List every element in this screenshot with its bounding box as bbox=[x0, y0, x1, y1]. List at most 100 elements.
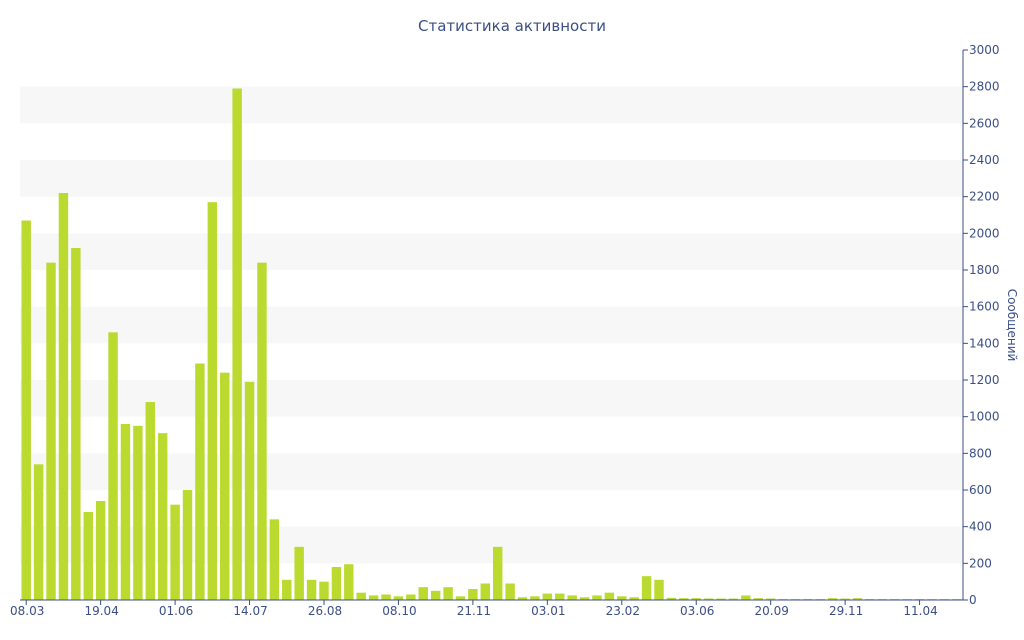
bar bbox=[629, 597, 639, 600]
bar bbox=[120, 424, 131, 600]
bar bbox=[542, 593, 553, 600]
grid-band bbox=[20, 160, 963, 197]
bar bbox=[133, 425, 143, 600]
bar bbox=[21, 220, 31, 600]
bar bbox=[33, 464, 44, 600]
bar bbox=[170, 504, 180, 600]
y-tick-label: 2400 bbox=[969, 153, 1000, 167]
bar bbox=[95, 501, 106, 600]
grid-band bbox=[20, 380, 963, 417]
x-tick-label: 20.09 bbox=[754, 604, 788, 618]
bar bbox=[430, 590, 441, 600]
bar bbox=[567, 595, 577, 600]
bar bbox=[691, 598, 701, 600]
bar bbox=[530, 596, 540, 600]
y-tick-label: 600 bbox=[969, 483, 992, 497]
y-tick-label: 2600 bbox=[969, 116, 1000, 130]
grid-band bbox=[20, 233, 963, 270]
bar bbox=[207, 202, 218, 601]
x-tick-label: 14.07 bbox=[233, 604, 267, 618]
bar bbox=[232, 88, 242, 600]
bar bbox=[356, 592, 366, 600]
bar bbox=[703, 598, 714, 600]
bar bbox=[604, 592, 615, 600]
bar bbox=[331, 567, 342, 600]
bar bbox=[579, 597, 590, 600]
y-tick-label: 1000 bbox=[969, 410, 1000, 424]
bar bbox=[418, 587, 428, 600]
grid-band bbox=[20, 306, 963, 344]
x-tick-label: 01.06 bbox=[159, 604, 193, 618]
bar bbox=[617, 596, 627, 600]
bar bbox=[244, 381, 255, 600]
bar bbox=[654, 579, 664, 600]
bar bbox=[108, 332, 118, 600]
bar bbox=[157, 433, 168, 600]
bar bbox=[195, 363, 205, 600]
x-tick-label: 08.03 bbox=[10, 604, 44, 618]
y-tick-label: 2200 bbox=[969, 190, 1000, 204]
y-tick-label: 1200 bbox=[969, 373, 1000, 387]
bar bbox=[406, 594, 416, 600]
y-tick-label: 3000 bbox=[969, 43, 1000, 57]
x-tick-label: 03.06 bbox=[680, 604, 714, 618]
x-tick-label: 03.01 bbox=[531, 604, 565, 618]
y-tick-label: 1600 bbox=[969, 300, 1000, 314]
bar bbox=[368, 595, 379, 600]
grid-band bbox=[20, 86, 963, 124]
bar bbox=[269, 519, 280, 600]
x-tick-label: 23.02 bbox=[606, 604, 640, 618]
bar bbox=[753, 598, 763, 600]
bar bbox=[294, 546, 304, 600]
bar bbox=[741, 595, 751, 600]
bar bbox=[505, 583, 515, 600]
bar bbox=[71, 248, 81, 600]
bar bbox=[145, 402, 155, 600]
y-ticks: 0 200 400 600 800 1000 1200 1400 1600 1800 2000 220… bbox=[963, 43, 1000, 607]
bar bbox=[344, 564, 354, 600]
y-tick-label: 800 bbox=[969, 446, 992, 460]
x-tick-label: 19.04 bbox=[84, 604, 118, 618]
bar bbox=[592, 595, 602, 600]
bar bbox=[828, 598, 838, 600]
bar bbox=[555, 593, 565, 600]
bar bbox=[765, 598, 776, 600]
bar bbox=[840, 598, 850, 600]
bar bbox=[319, 581, 329, 600]
bar bbox=[852, 598, 863, 600]
grid-bands bbox=[20, 86, 963, 564]
bar bbox=[83, 512, 93, 600]
bar bbox=[666, 597, 677, 600]
bar bbox=[443, 587, 453, 600]
x-tick-label: 29.11 bbox=[829, 604, 863, 618]
bar bbox=[257, 262, 267, 600]
y-tick-label: 1800 bbox=[969, 263, 1000, 277]
y-tick-label: 400 bbox=[969, 520, 992, 534]
bar bbox=[306, 579, 317, 600]
y-tick-label: 200 bbox=[969, 556, 992, 570]
y-tick-label: 1400 bbox=[969, 336, 1000, 350]
bar bbox=[282, 579, 292, 600]
x-tick-label: 08.10 bbox=[382, 604, 416, 618]
bar bbox=[480, 583, 491, 600]
bar bbox=[46, 262, 56, 600]
y-tick-label: 2800 bbox=[969, 80, 1000, 94]
x-tick-label: 26.08 bbox=[308, 604, 342, 618]
y-tick-label: 2000 bbox=[969, 226, 1000, 240]
x-tick-label: 21.11 bbox=[457, 604, 491, 618]
bar bbox=[58, 193, 69, 600]
y-tick-label: 0 bbox=[969, 593, 977, 607]
bar bbox=[468, 589, 478, 600]
bar bbox=[393, 596, 404, 600]
x-ticks: 08.03 19.04 01.06 14.07 26.08 08.10 21.11 03.01… bbox=[10, 600, 938, 618]
bar bbox=[455, 596, 466, 600]
bar bbox=[492, 546, 503, 600]
bar bbox=[182, 490, 193, 600]
bar bbox=[679, 598, 689, 600]
bar bbox=[641, 576, 652, 600]
bars bbox=[21, 88, 962, 601]
bar bbox=[517, 597, 528, 600]
y-axis-label: Сообщений bbox=[1005, 289, 1019, 362]
